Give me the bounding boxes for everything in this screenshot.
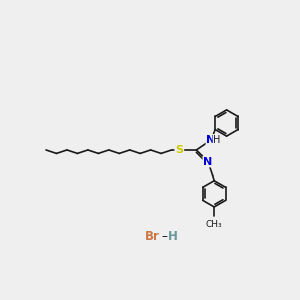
Text: H: H bbox=[168, 230, 178, 243]
Text: N: N bbox=[203, 157, 213, 166]
Text: Br: Br bbox=[145, 230, 160, 243]
Text: –: – bbox=[162, 230, 167, 243]
Text: S: S bbox=[175, 145, 183, 155]
Text: CH₃: CH₃ bbox=[206, 220, 223, 229]
Text: N: N bbox=[206, 135, 216, 145]
Text: H: H bbox=[213, 135, 220, 145]
